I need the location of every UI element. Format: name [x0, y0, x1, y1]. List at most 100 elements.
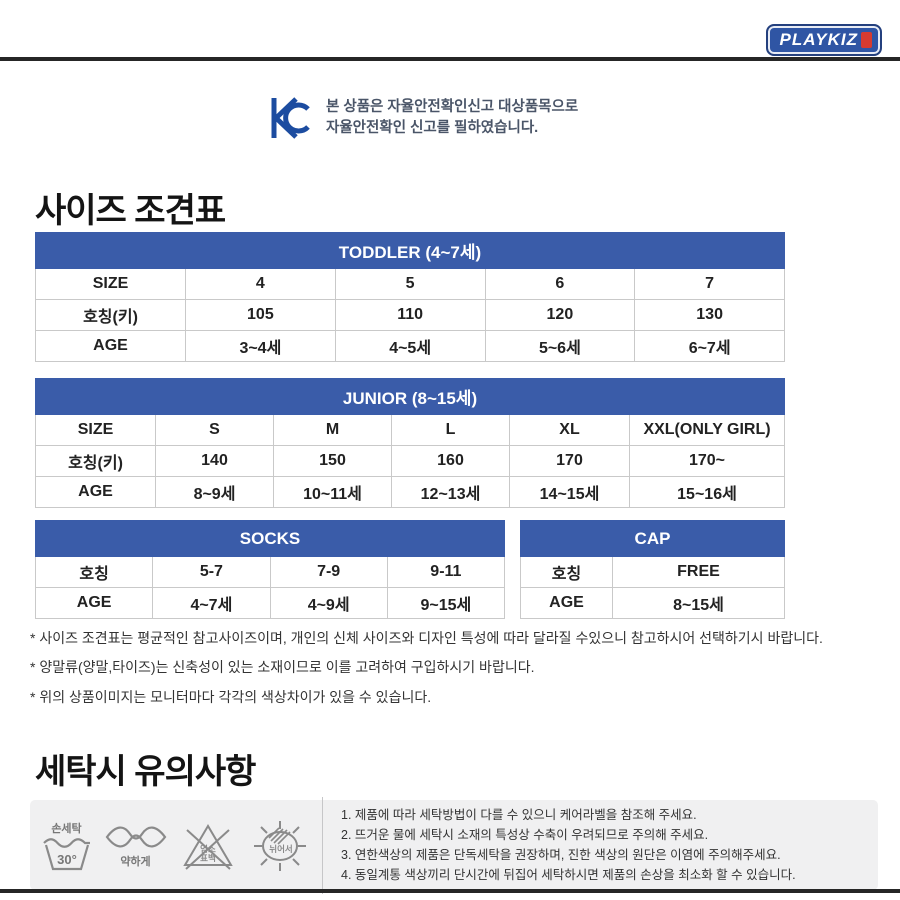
- table-cell: 160: [391, 445, 510, 477]
- wash-care-icons: 손세탁 30° 약하게: [30, 800, 322, 890]
- table-row: AGE 8~15세: [520, 587, 785, 619]
- table-cell: 7: [634, 268, 785, 300]
- size-chart-title: 사이즈 조견표: [35, 192, 226, 230]
- table-cell: 170: [509, 445, 630, 477]
- table-cell: AGE: [35, 330, 186, 362]
- no-bleach-label-line1: 염소: [200, 844, 216, 854]
- table-cell: 3~4세: [185, 330, 336, 362]
- table-row: AGE 4~7세 4~9세 9~15세: [34, 587, 506, 619]
- table-cell: 150: [273, 445, 392, 477]
- table-cell: 10~11세: [273, 476, 392, 508]
- table-cell: M: [273, 414, 392, 446]
- table-cell: 5: [334, 268, 486, 300]
- table-cell: 9~15세: [386, 587, 506, 619]
- cap-table-header: CAP: [520, 520, 785, 557]
- table-header-row: CAP: [520, 520, 785, 557]
- table-cell: 호칭: [34, 556, 154, 588]
- hand-wash-basin-glyph: 30°: [42, 837, 90, 870]
- table-cell: 호칭(키): [35, 299, 186, 331]
- junior-size-table: JUNIOR (8~15세) SIZE S M L XL XXL(ONLY GI…: [35, 378, 785, 508]
- table-header-row: TODDLER (4~7세): [35, 232, 785, 269]
- socks-table-header: SOCKS: [35, 520, 505, 557]
- dry-flat-icon: 뉘어서: [249, 817, 311, 873]
- table-row: 호칭 FREE: [520, 556, 785, 588]
- table-cell: 8~15세: [612, 587, 785, 619]
- kc-text-line1: 본 상품은 자율안전확인신고 대상품목으로: [326, 99, 579, 115]
- table-cell: 14~15세: [509, 476, 630, 508]
- wash-instruction: 3. 연한색상의 제품은 단독세탁을 권장하며, 진한 색상의 원단은 이염에 …: [341, 848, 781, 862]
- table-row: 호칭(키) 140 150 160 170 170~: [35, 445, 785, 477]
- table-cell: 6: [484, 268, 636, 300]
- playkiz-logo-text: PLAYKIZ: [779, 30, 858, 49]
- socks-size-table: SOCKS 호칭 5-7 7-9 9-11 AGE 4~7세 4~9세 9~15…: [34, 520, 506, 619]
- table-cell: SIZE: [35, 414, 156, 446]
- table-header-row: JUNIOR (8~15세): [35, 378, 785, 415]
- no-bleach-label-line2: 표백: [200, 853, 216, 863]
- wash-instruction: 2. 뜨거운 물에 세탁시 소재의 특성상 수축이 우려되므로 주의해 주세요.: [341, 827, 709, 842]
- playkiz-logo-red-accent: [861, 32, 872, 48]
- table-row: SIZE 4 5 6 7: [35, 268, 785, 300]
- wash-care-box: 손세탁 30° 약하게: [30, 796, 878, 894]
- table-cell: 호칭: [520, 556, 613, 588]
- kc-certification-text: 본 상품은 자율안전확인신고 대상품목으로 자율안전확인 신고를 필하였습니다.: [326, 97, 578, 139]
- playkiz-logo: PLAYKIZ: [765, 24, 882, 56]
- table-row: 호칭 5-7 7-9 9-11: [34, 556, 506, 588]
- kc-mark-icon: [271, 97, 310, 139]
- table-cell: 9-11: [386, 556, 506, 588]
- table-cell: 8~9세: [155, 476, 274, 508]
- dry-flat-label: 뉘어서: [269, 844, 292, 854]
- wash-instruction: 4. 동일계통 색상끼리 단시간에 뒤집어 세탁하시면 제품의 손상을 최소화 …: [341, 868, 796, 883]
- table-cell: XXL(ONLY GIRL): [629, 414, 785, 446]
- top-divider: [0, 57, 900, 61]
- table-cell: 4~5세: [334, 330, 486, 362]
- table-cell: 170~: [629, 445, 785, 477]
- toddler-size-table: TODDLER (4~7세) SIZE 4 5 6 7 호칭(키) 105 11…: [35, 232, 785, 362]
- table-cell: 5-7: [152, 556, 271, 588]
- table-cell: 130: [634, 299, 785, 331]
- bottom-divider: [0, 889, 900, 893]
- hand-wash-temp: 30°: [57, 852, 77, 867]
- table-cell: 105: [185, 299, 336, 331]
- footnote: * 위의 상품이미지는 모니터마다 각각의 색상차이가 있을 수 있습니다.: [30, 688, 432, 705]
- table-cell: 110: [334, 299, 486, 331]
- hand-wash-icon: 손세탁 30°: [42, 820, 92, 871]
- table-cell: 140: [155, 445, 274, 477]
- table-row: SIZE S M L XL XXL(ONLY GIRL): [35, 414, 785, 446]
- table-cell: 4~9세: [269, 587, 388, 619]
- table-header-row: SOCKS: [35, 520, 505, 557]
- no-bleach-glyph: 염소 표백: [182, 824, 233, 870]
- table-cell: AGE: [35, 476, 156, 508]
- table-cell: 12~13세: [391, 476, 510, 508]
- footnote: * 양말류(양말,타이즈)는 신축성이 있는 소재이므로 이를 고려하여 구입하…: [30, 659, 535, 676]
- table-row: AGE 8~9세 10~11세 12~13세 14~15세 15~16세: [35, 476, 785, 508]
- table-cell: 7-9: [269, 556, 388, 588]
- cap-size-table: CAP 호칭 FREE AGE 8~15세: [520, 520, 785, 619]
- dry-flat-glyph: 뉘어서: [253, 821, 306, 871]
- table-cell: S: [155, 414, 274, 446]
- wring-gently-icon: 약하게: [105, 822, 167, 869]
- table-cell: 15~16세: [629, 476, 785, 508]
- table-row: 호칭(키) 105 110 120 130: [35, 299, 785, 331]
- wash-instruction: 1. 제품에 따라 세탁방법이 다를 수 있으니 케어라벨을 참조해 주세요.: [341, 807, 697, 822]
- wash-care-instructions: 1. 제품에 따라 세탁방법이 다를 수 있으니 케어라벨을 참조해 주세요. …: [322, 796, 878, 894]
- kc-certification-block: 본 상품은 자율안전확인신고 대상품목으로 자율안전확인 신고를 필하였습니다.: [268, 95, 578, 141]
- table-cell: 120: [484, 299, 636, 331]
- table-cell: AGE: [520, 587, 613, 619]
- no-chlorine-bleach-icon: 염소 표백: [180, 819, 236, 871]
- toddler-table-header: TODDLER (4~7세): [35, 232, 785, 269]
- table-cell: 호칭(키): [35, 445, 156, 477]
- wash-care-title: 세탁시 유의사항: [35, 753, 256, 791]
- size-chart-footnotes: * 사이즈 조견표는 평균적인 참고사이즈이며, 개인의 신체 사이즈와 디자인…: [30, 628, 878, 716]
- table-cell: 5~6세: [484, 330, 636, 362]
- table-cell: L: [391, 414, 510, 446]
- footnote: * 사이즈 조견표는 평균적인 참고사이즈이며, 개인의 신체 사이즈와 디자인…: [30, 630, 823, 646]
- table-row: AGE 3~4세 4~5세 5~6세 6~7세: [35, 330, 785, 362]
- junior-table-header: JUNIOR (8~15세): [35, 378, 785, 415]
- table-cell: 4~7세: [152, 587, 271, 619]
- table-cell: 6~7세: [634, 330, 785, 362]
- wring-gently-label: 약하게: [120, 855, 151, 868]
- table-cell: SIZE: [35, 268, 186, 300]
- table-cell: FREE: [612, 556, 785, 588]
- table-cell: 4: [185, 268, 336, 300]
